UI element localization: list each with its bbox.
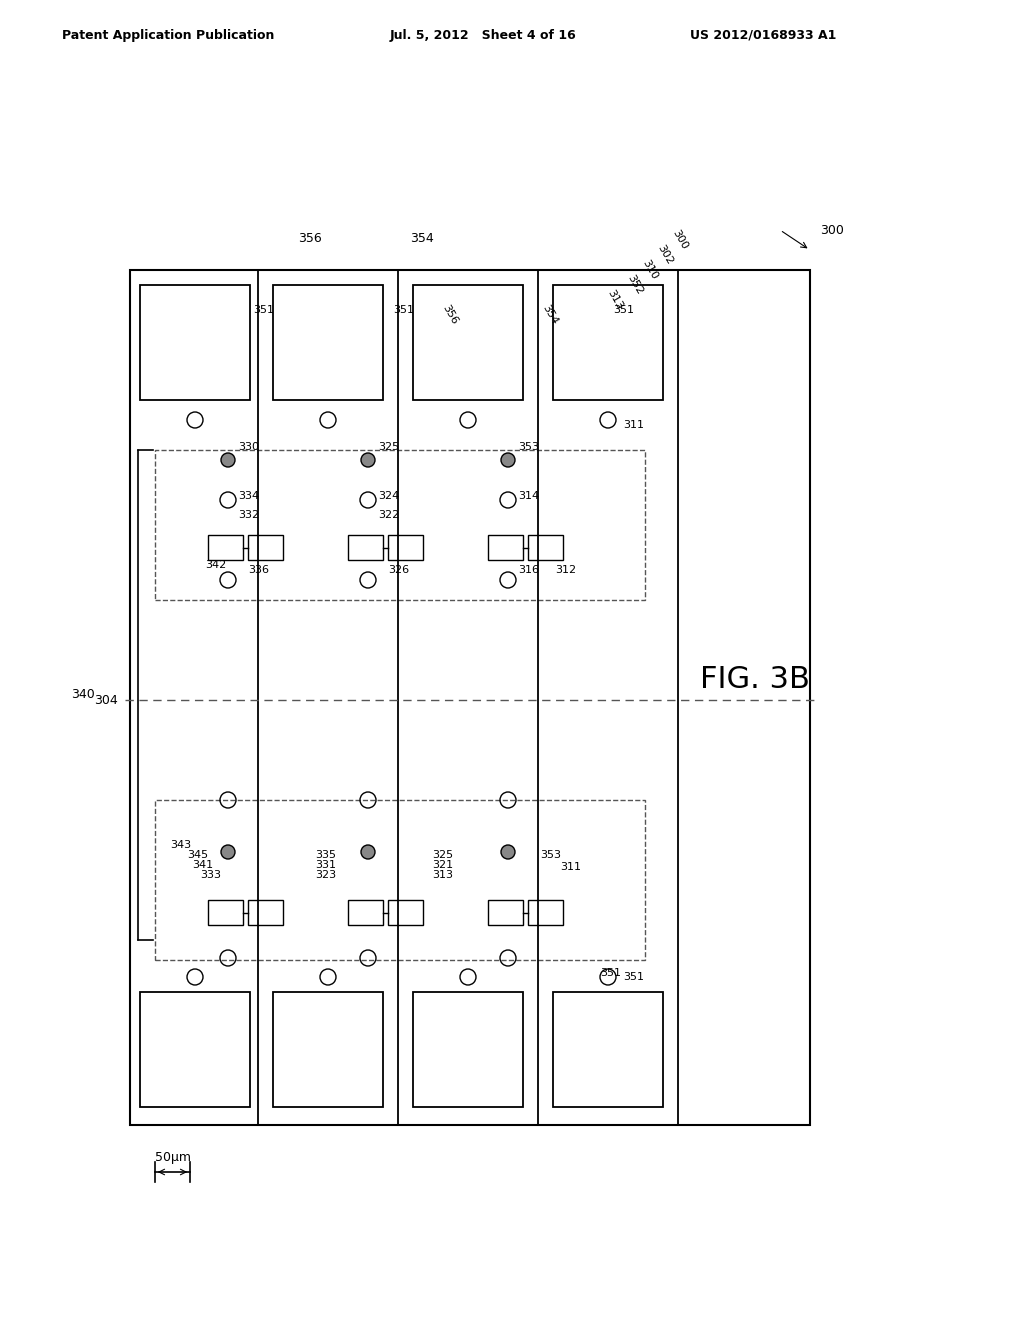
Bar xyxy=(273,993,383,1107)
Text: 300: 300 xyxy=(671,228,689,252)
Text: 333: 333 xyxy=(200,870,221,880)
Text: 351: 351 xyxy=(393,305,414,315)
Text: 326: 326 xyxy=(388,565,410,576)
Text: 354: 354 xyxy=(410,231,434,244)
Bar xyxy=(348,535,383,560)
Text: 304: 304 xyxy=(94,693,118,706)
Text: 324: 324 xyxy=(378,491,399,502)
Text: 341: 341 xyxy=(193,861,213,870)
Circle shape xyxy=(221,453,234,467)
Bar xyxy=(140,285,250,400)
Text: 300: 300 xyxy=(820,223,844,236)
Text: 356: 356 xyxy=(298,231,322,244)
Text: 332: 332 xyxy=(238,510,259,520)
Text: 353: 353 xyxy=(518,442,539,451)
Bar xyxy=(208,900,243,925)
Bar xyxy=(488,535,523,560)
Text: 331: 331 xyxy=(315,861,336,870)
Text: 322: 322 xyxy=(378,510,399,520)
Text: 330: 330 xyxy=(238,442,259,451)
Bar xyxy=(488,900,523,925)
Bar xyxy=(388,535,423,560)
Text: 50μm: 50μm xyxy=(155,1151,190,1163)
Text: 345: 345 xyxy=(187,850,208,861)
Text: 310: 310 xyxy=(640,259,659,281)
Text: 351: 351 xyxy=(623,972,644,982)
Text: 342: 342 xyxy=(205,560,226,570)
Bar xyxy=(553,285,663,400)
Bar xyxy=(413,285,523,400)
Circle shape xyxy=(361,845,375,859)
Text: 336: 336 xyxy=(248,565,269,576)
Text: 323: 323 xyxy=(315,870,336,880)
Bar xyxy=(140,993,250,1107)
Circle shape xyxy=(221,845,234,859)
Bar xyxy=(130,271,810,1125)
Text: 351: 351 xyxy=(600,968,621,978)
Bar xyxy=(155,450,645,601)
Text: 354: 354 xyxy=(541,304,559,326)
Circle shape xyxy=(361,453,375,467)
Text: 351: 351 xyxy=(613,305,634,315)
Bar xyxy=(273,285,383,400)
Circle shape xyxy=(501,453,515,467)
Text: 321: 321 xyxy=(432,861,454,870)
Text: 316: 316 xyxy=(518,565,539,576)
Bar xyxy=(388,900,423,925)
Text: 311: 311 xyxy=(623,420,644,430)
Text: 312: 312 xyxy=(555,565,577,576)
Text: 334: 334 xyxy=(238,491,259,502)
Circle shape xyxy=(501,845,515,859)
Text: 353: 353 xyxy=(540,850,561,861)
Text: 325: 325 xyxy=(378,442,399,451)
Text: 343: 343 xyxy=(170,840,191,850)
Text: 314: 314 xyxy=(518,491,539,502)
Text: 340: 340 xyxy=(72,689,95,701)
Bar xyxy=(553,993,663,1107)
Text: Jul. 5, 2012   Sheet 4 of 16: Jul. 5, 2012 Sheet 4 of 16 xyxy=(390,29,577,41)
Text: US 2012/0168933 A1: US 2012/0168933 A1 xyxy=(690,29,837,41)
Text: 313: 313 xyxy=(605,288,625,312)
Text: 352: 352 xyxy=(626,273,645,297)
Bar xyxy=(248,535,283,560)
Bar xyxy=(348,900,383,925)
Bar xyxy=(528,900,563,925)
Text: 356: 356 xyxy=(440,304,460,326)
Text: 325: 325 xyxy=(432,850,454,861)
Text: 335: 335 xyxy=(315,850,336,861)
Text: 302: 302 xyxy=(655,243,675,267)
Bar xyxy=(208,535,243,560)
Bar xyxy=(248,900,283,925)
Bar xyxy=(413,993,523,1107)
Bar xyxy=(155,800,645,960)
Text: FIG. 3B: FIG. 3B xyxy=(700,665,810,694)
Bar xyxy=(528,535,563,560)
Text: 313: 313 xyxy=(432,870,453,880)
Text: 311: 311 xyxy=(560,862,581,873)
Text: Patent Application Publication: Patent Application Publication xyxy=(62,29,274,41)
Text: 351: 351 xyxy=(253,305,274,315)
